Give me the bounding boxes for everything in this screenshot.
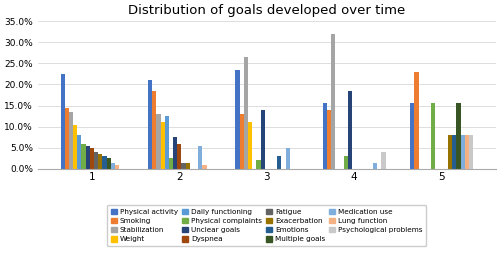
Bar [169,158,173,169]
Bar [344,156,348,169]
Bar [323,103,327,169]
Bar [186,162,190,169]
Bar [260,110,264,169]
Bar [69,112,73,169]
Title: Distribution of goals developed over time: Distribution of goals developed over tim… [128,4,406,17]
Legend: Physical activity, Smoking, Stabilization, Weight, Daily functioning, Physical c: Physical activity, Smoking, Stabilizatio… [108,205,426,246]
Bar [373,162,378,169]
Bar [164,116,169,169]
Bar [173,137,178,169]
Bar [182,162,186,169]
Bar [98,154,102,169]
Bar [202,165,206,169]
Bar [240,114,244,169]
Bar [82,144,86,169]
Bar [431,103,436,169]
Bar [382,152,386,169]
Bar [60,74,64,169]
Bar [78,135,82,169]
Bar [464,135,469,169]
Bar [331,34,336,169]
Bar [198,146,202,169]
Bar [327,110,331,169]
Bar [414,72,418,169]
Bar [244,57,248,169]
Bar [286,148,290,169]
Bar [256,160,260,169]
Bar [348,91,352,169]
Bar [94,152,98,169]
Bar [64,108,69,169]
Bar [148,80,152,169]
Bar [86,146,90,169]
Bar [452,135,456,169]
Bar [160,122,164,169]
Bar [448,135,452,169]
Bar [248,122,252,169]
Bar [236,70,240,169]
Bar [456,103,460,169]
Bar [106,158,111,169]
Bar [469,135,473,169]
Bar [90,148,94,169]
Bar [278,156,281,169]
Bar [73,124,78,169]
Bar [178,144,182,169]
Bar [102,156,106,169]
Bar [460,135,464,169]
Bar [115,165,119,169]
Bar [111,162,115,169]
Bar [410,103,414,169]
Bar [152,91,156,169]
Bar [156,114,160,169]
